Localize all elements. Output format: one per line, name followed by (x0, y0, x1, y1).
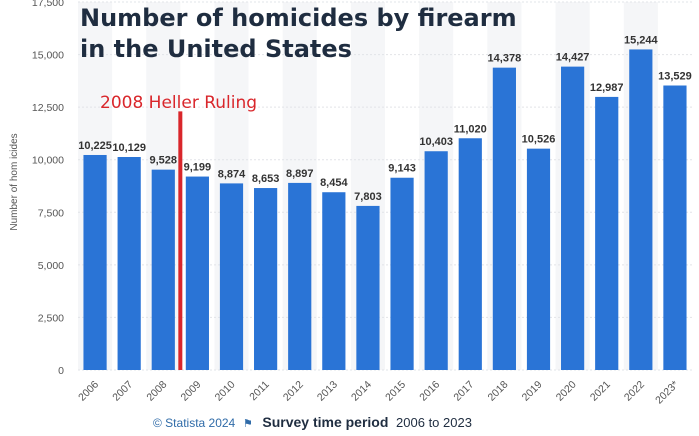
bar (219, 183, 244, 370)
survey-period-label: Survey time period (262, 414, 389, 430)
y-tick-label: 12,500 (32, 102, 64, 114)
value-label: 10,225 (78, 140, 112, 152)
x-tick-label: 2015 (383, 379, 408, 404)
bar (629, 49, 653, 370)
bar (595, 96, 619, 370)
bar (288, 182, 312, 370)
y-tick-label: 5,000 (38, 260, 64, 272)
value-label: 13,529 (658, 71, 692, 83)
bar (322, 192, 346, 370)
bar (458, 138, 482, 370)
y-axis-ticks: 0 2,500 5,000 7,500 10,000 12,500 15,000 17,500 (32, 0, 64, 377)
x-tick-label: 2023* (653, 379, 681, 407)
chart-title-line-1: Number of homicides by firearm (80, 4, 517, 32)
value-label: 9,199 (184, 162, 212, 174)
y-axis-label: Number of hom icides (9, 133, 20, 230)
bar (254, 188, 278, 370)
x-tick-label: 2019 (520, 379, 545, 404)
x-tick-label: 2006 (76, 379, 101, 404)
survey-period-value: 2006 to 2023 (396, 415, 472, 430)
source-link[interactable]: © Statista 2024 (153, 416, 236, 430)
y-tick-label: 15,000 (32, 50, 64, 62)
x-tick-label: 2008 (144, 379, 169, 404)
value-label: 14,378 (488, 53, 522, 65)
value-label: 8,897 (286, 168, 314, 180)
x-tick-label: 2009 (179, 379, 204, 404)
x-axis-ticks: 2006 2007 2008 2009 2010 2011 2012 2013 2014 2015… (76, 379, 681, 407)
flag-icon[interactable]: ⚑ (242, 418, 253, 430)
value-label: 10,403 (419, 136, 453, 148)
bar (151, 169, 175, 370)
x-tick-label: 2013 (315, 379, 340, 404)
value-label: 14,427 (556, 52, 590, 64)
bar (83, 154, 107, 370)
chart-title: Number of homicides by firearm in the Un… (80, 3, 517, 65)
value-label: 10,129 (112, 142, 146, 154)
value-label: 9,143 (388, 163, 416, 175)
x-tick-label: 2021 (588, 379, 613, 404)
bar (356, 205, 380, 370)
value-label: 8,454 (320, 177, 348, 189)
x-tick-label: 2018 (486, 379, 511, 404)
value-label: 9,528 (150, 155, 178, 167)
bar (117, 157, 141, 370)
value-label: 8,874 (218, 168, 246, 180)
x-tick-label: 2012 (281, 379, 306, 404)
x-tick-label: 2010 (213, 379, 238, 404)
bar (561, 66, 585, 371)
x-tick-label: 2011 (247, 379, 272, 404)
footer: © Statista 2024 ⚑ Survey time period 200… (153, 414, 472, 430)
value-label: 15,244 (624, 34, 659, 46)
x-tick-label: 2020 (554, 379, 579, 404)
y-tick-label: 2,500 (38, 312, 64, 324)
annotation-label: 2008 Heller Ruling (100, 93, 258, 113)
y-tick-label: 0 (58, 365, 64, 377)
chart-title-line-2: in the United States (80, 35, 352, 63)
value-label: 12,987 (590, 82, 624, 94)
y-tick-label: 17,500 (32, 0, 64, 9)
value-label: 8,653 (252, 173, 280, 185)
y-tick-label: 10,000 (32, 155, 64, 167)
x-tick-label: 2014 (349, 379, 374, 404)
bar (390, 177, 414, 370)
x-tick-label: 2022 (622, 379, 647, 404)
bar (185, 176, 209, 370)
value-labels: 10,225 10,129 9,528 9,199 8,874 8,653 8,897 8,4… (78, 34, 692, 202)
x-tick-label: 2007 (110, 379, 135, 404)
x-tick-label: 2017 (451, 379, 476, 404)
bar (492, 67, 516, 371)
bar (663, 85, 687, 370)
bars (83, 49, 687, 371)
value-label: 11,020 (454, 123, 487, 135)
y-tick-label: 7,500 (38, 207, 64, 219)
x-tick-label: 2016 (417, 379, 442, 404)
bar (526, 148, 551, 370)
bar (424, 151, 448, 370)
value-label: 7,803 (354, 191, 382, 203)
value-label: 10,526 (522, 134, 556, 146)
